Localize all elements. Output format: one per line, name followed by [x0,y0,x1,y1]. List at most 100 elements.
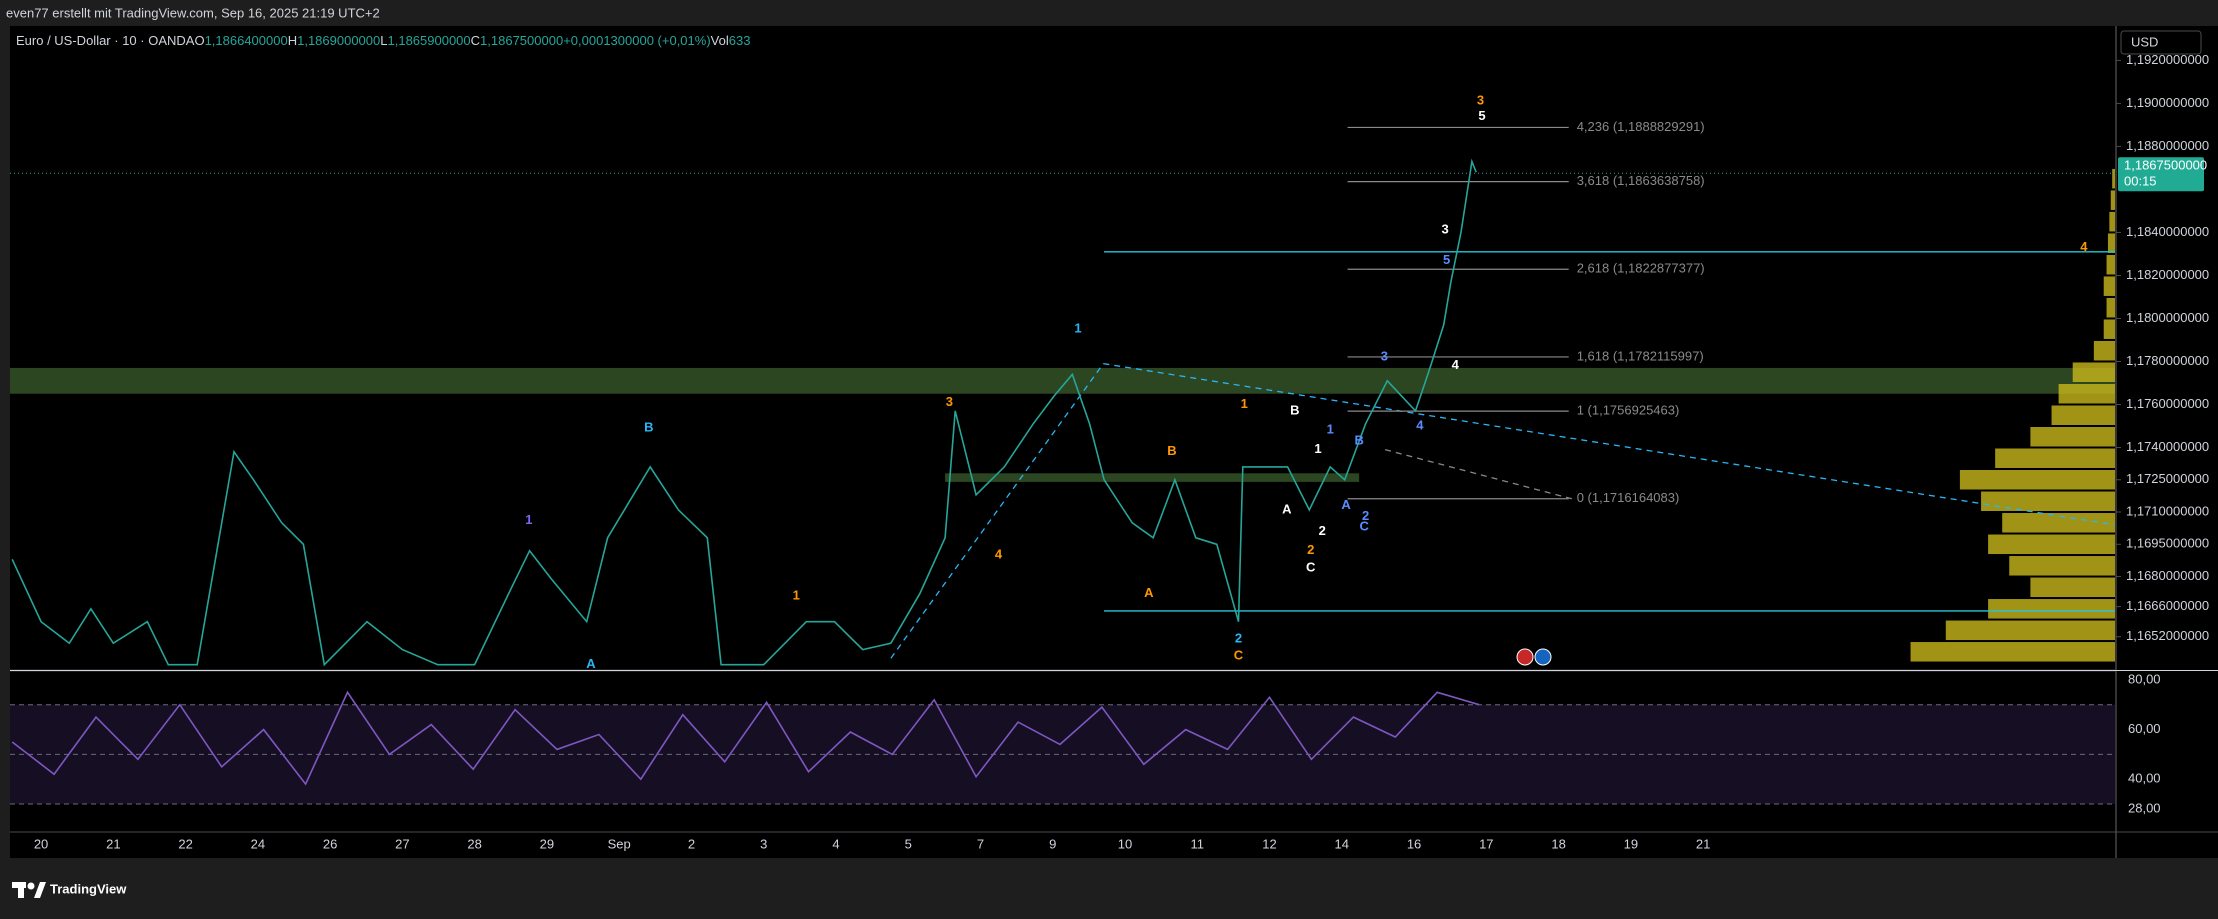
wave-label: A [1144,585,1154,600]
wave-label: A [1282,501,1292,516]
volume-bar [1995,448,2115,469]
volume-bar [1910,642,2115,662]
wave-label: 3 [1442,222,1449,237]
ohlc-key: O [194,33,204,48]
ohlc-key: C [471,33,480,48]
wave-label: 2 [1362,508,1369,523]
overlay-layer: even77 erstellt mit TradingView.com, Sep… [6,5,2209,898]
wave-label: 2 [1319,523,1326,538]
y-tick-label: 1,1760000000 [2126,396,2209,411]
x-tick-label: 10 [1118,836,1132,851]
x-tick-label: 17 [1479,836,1493,851]
y-tick-label: 1,1666000000 [2126,598,2209,613]
legend: Euro / US-Dollar · 10 · OANDAO1,18664000… [16,33,750,48]
y-tick-label: 1,1680000000 [2126,568,2209,583]
y-tick-label: 1,1740000000 [2126,439,2209,454]
wave-label: 5 [1443,252,1450,267]
price-line [11,690,1480,786]
wave-label: C [1234,648,1244,663]
event-icon[interactable] [1516,648,1534,666]
x-tick-label: 12 [1262,836,1276,851]
ohlc-value: 1,1867500000 [480,33,563,48]
change: +0,0001300000 (+0,01%) [563,33,710,48]
volume-bar [2030,426,2115,447]
volume-bar [2058,383,2115,404]
wave-label: 3 [946,394,953,409]
rsi-tick-label: 80,00 [2128,671,2161,686]
volume-bar [1981,491,2115,512]
caption: even77 erstellt mit TradingView.com, Sep… [6,5,380,20]
wave-label: B [1167,443,1176,458]
x-tick-label: 22 [178,836,192,851]
volume-bar [2093,340,2115,361]
volume-bar [2103,276,2115,296]
x-tick-label: 24 [251,836,265,851]
rsi-band [10,704,2115,804]
wave-label: 4 [2080,239,2088,254]
volume-bar [1945,620,2115,641]
y-tick-label: 1,1695000000 [2126,536,2209,551]
x-tick-label: 14 [1335,836,1349,851]
fib-label: 3,618 (1,1863638758) [1577,173,1705,188]
x-tick-label: 4 [832,836,839,851]
wave-label: C [1306,559,1316,574]
wave-label: 1 [1327,422,1334,437]
x-tick-label: 2 [688,836,695,851]
time-axis [10,832,2115,858]
wave-label: B [644,420,653,435]
volume-bar [2110,190,2115,210]
volume-key: Vol [711,33,729,48]
brand: TradingView [50,881,127,896]
wave-label: 4 [1452,357,1460,372]
y-tick-label: 1,1900000000 [2126,95,2209,110]
wave-label: 1 [793,587,800,602]
x-tick-label: 21 [106,836,120,851]
event-icon[interactable] [1534,648,1552,666]
fib-label: 2,618 (1,1822877377) [1577,261,1705,276]
volume-bar [2051,405,2115,425]
x-tick-label: 20 [34,836,48,851]
ohlc-value: 1,1866400000 [205,33,288,48]
y-tick-label: 1,1880000000 [2126,138,2209,153]
x-tick-label: 11 [1191,836,1205,851]
y-tick-label: 1,1725000000 [2126,471,2209,486]
wave-label: 1 [1314,441,1321,456]
ohlc-value: 1,1869000000 [297,33,380,48]
rsi-tick-label: 60,00 [2128,721,2161,736]
ohlc-value: 1,1865900000 [388,33,471,48]
fib-label: 4,236 (1,1888829291) [1577,119,1705,134]
wave-label: A [586,656,596,671]
volume-bar [2002,513,2115,533]
wave-label: B [1290,402,1299,417]
y-tick-label: 1,1652000000 [2126,628,2209,643]
x-tick-label: 5 [905,836,912,851]
x-tick-label: 16 [1407,836,1421,851]
x-tick-label: 7 [977,836,984,851]
rsi-tick-label: 28,00 [2128,800,2161,815]
volume-bar [1988,599,2115,619]
wave-label: 2 [1235,630,1242,645]
wave-label: 4 [995,546,1003,561]
x-tick-label: 19 [1624,836,1638,851]
y-tick-label: 1,1710000000 [2126,503,2209,518]
currency[interactable]: USD [2131,34,2158,49]
volume-bar [2109,211,2115,232]
zone [10,367,2115,394]
wave-label: C [1359,519,1369,534]
volume-bar [2106,297,2115,318]
wave-label: 5 [1478,108,1485,123]
last-price-box [2118,157,2204,192]
x-tick-label: 26 [323,836,337,851]
x-tick-label: 27 [395,836,409,851]
trendline [890,363,1104,659]
wave-label: 2 [1307,542,1314,557]
price-line [11,158,1477,667]
currency-box[interactable] [2120,30,2202,55]
y-tick-label: 1,1820000000 [2126,267,2209,282]
x-tick-label: 21 [1696,836,1710,851]
volume-bar [1988,534,2115,555]
wave-label: 3 [1477,93,1484,108]
wave-label: 1 [1074,321,1081,336]
